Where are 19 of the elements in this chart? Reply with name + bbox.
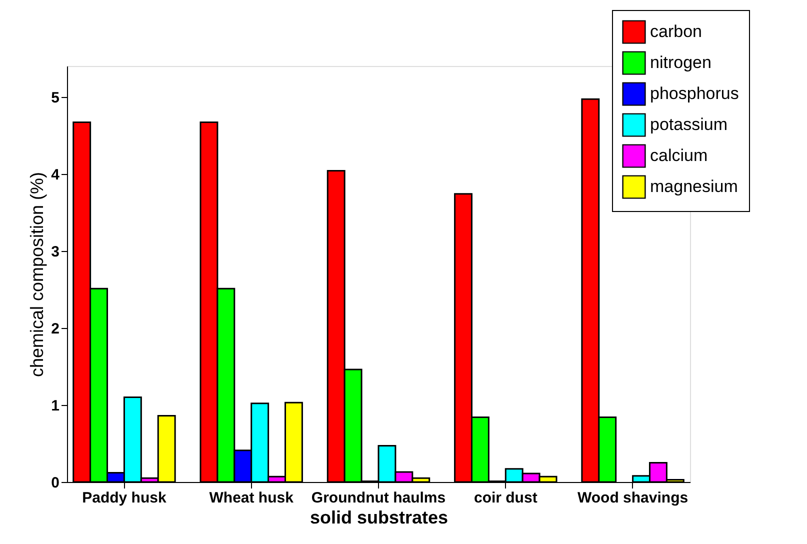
y-tick-label: 0 — [51, 474, 60, 492]
x-tick-label: Paddy husk — [82, 490, 167, 506]
legend-label: carbon — [650, 22, 702, 41]
y-tick-label: 5 — [51, 89, 60, 106]
x-tick-label: coir dust — [474, 490, 538, 506]
x-tick-label: Wheat husk — [209, 490, 294, 506]
x-tick-label: Wood shavings — [577, 490, 688, 506]
y-tick-label: 1 — [51, 397, 60, 414]
y-axis-title: chemical composition (%) — [27, 172, 48, 378]
x-tick-label: Groundnut haulms — [311, 490, 446, 506]
y-tick-label: 4 — [51, 166, 60, 184]
legend-label: calcium — [650, 146, 708, 165]
y-tick-label: 2 — [51, 320, 60, 338]
legend-label: magnesium — [650, 177, 738, 196]
x-axis-title: solid substrates — [310, 508, 448, 528]
legend-label: nitrogen — [650, 53, 712, 72]
y-tick-label: 3 — [51, 243, 60, 260]
legend-label: phosphorus — [650, 84, 739, 103]
legend-label: potassium — [650, 115, 728, 134]
